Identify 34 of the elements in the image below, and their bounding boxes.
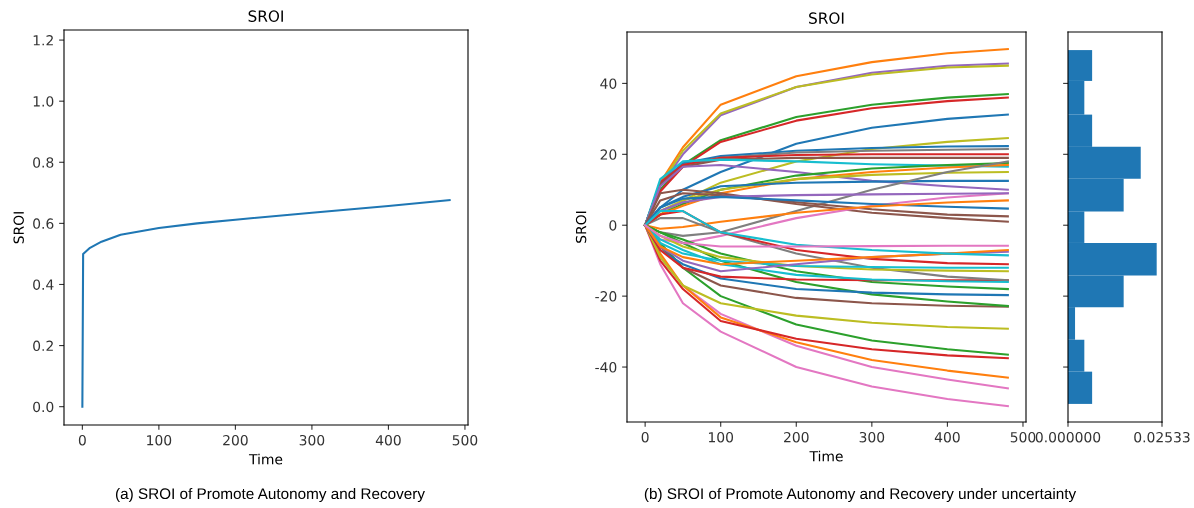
chart-title: SROI xyxy=(809,12,844,24)
x-tick-label: 400 xyxy=(375,434,401,446)
y-tick-label: 0.0 xyxy=(33,401,54,413)
x-tick-label: 100 xyxy=(708,431,734,443)
x-tick-label: 500 xyxy=(452,434,478,446)
y-tick-label: 20 xyxy=(600,149,617,160)
y-tick-label: 0.2 xyxy=(33,340,53,352)
y-tick-label: 0.4 xyxy=(33,279,54,290)
y-tick-label: 0.8 xyxy=(33,157,54,168)
y-tick-label: -20 xyxy=(595,291,617,302)
x-tick-label: 0 xyxy=(641,431,649,443)
y-tick-label: 1.0 xyxy=(33,96,54,107)
x-axis-title: Time xyxy=(248,453,283,465)
chart-title: SROI xyxy=(248,10,283,22)
text: (b) SROI of Promote Autonomy and Recovery under uncertainty xyxy=(644,487,1077,503)
y-tick-label: 1.2 xyxy=(33,35,53,46)
y-axis-title: SROI xyxy=(13,212,24,244)
x-tick-label: 200 xyxy=(223,434,248,446)
x-tick-label: 300 xyxy=(859,431,885,443)
x-tick-label: 100 xyxy=(147,434,172,446)
x-tick-label: 0.000000 xyxy=(1035,431,1101,443)
y-axis-title: SROI xyxy=(575,211,587,243)
x-axis-title: Time xyxy=(809,450,843,462)
y-tick-label: -40 xyxy=(595,362,617,373)
x-tick-label: 300 xyxy=(299,434,325,446)
y-tick-label: 0 xyxy=(609,220,617,231)
y-tick-label: 40 xyxy=(600,78,617,89)
x-tick-label: 500 xyxy=(1010,431,1036,443)
text: (a) SROI of Promote Autonomy and Recovery xyxy=(115,487,425,503)
x-tick-label: 0 xyxy=(78,434,86,446)
y-tick-label: 0.6 xyxy=(33,218,54,229)
x-tick-label: 0.02533 xyxy=(1134,431,1190,443)
x-tick-label: 400 xyxy=(934,431,960,443)
x-tick-label: 200 xyxy=(784,431,809,443)
